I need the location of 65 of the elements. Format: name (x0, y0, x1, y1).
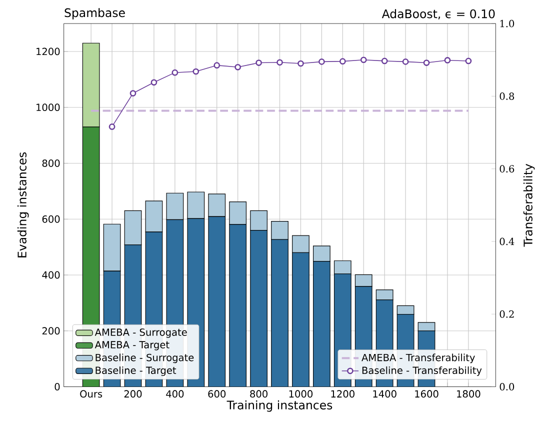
y2-tick-label: 0.4 (500, 238, 514, 246)
legend-label: Baseline - Transferability (362, 366, 482, 376)
x-tick-label: 1200 (331, 390, 354, 398)
point (444, 57, 451, 64)
bar (292, 235, 310, 253)
legend-label: AMEBA - Transferability (362, 354, 475, 364)
bar (376, 290, 394, 300)
point (402, 58, 409, 65)
bar (292, 252, 310, 387)
bar (208, 216, 226, 387)
y2-tick-label: 0.6 (500, 165, 514, 173)
x-tick-label: 1600 (415, 390, 438, 398)
bar (334, 260, 352, 274)
point (339, 58, 346, 65)
point (130, 90, 136, 97)
x-tick-label: 1000 (289, 390, 313, 398)
point (423, 60, 430, 66)
y-tick-label: 600 (42, 215, 60, 223)
y2-tick-label: 0.8 (500, 92, 514, 100)
point (150, 79, 158, 86)
bar (271, 240, 288, 387)
bar (250, 230, 268, 387)
point (298, 60, 304, 67)
point (465, 58, 472, 64)
y2-tick-label: 1.0 (500, 20, 514, 28)
legend-label: AMEBA - Surrogate (94, 328, 187, 338)
legend-label: AMEBA - Target (94, 341, 170, 350)
x-tick-label: Ours (80, 390, 102, 398)
point (256, 60, 262, 66)
y2-tick-label: 0.2 (500, 310, 514, 318)
point (234, 64, 242, 70)
bar (271, 221, 288, 240)
y-tick-label: 1000 (36, 104, 60, 112)
chart-subtitle: AdaBoost, ϵ = 0.10 (382, 9, 495, 20)
legend-label: Baseline - Target (96, 366, 176, 376)
bar (396, 305, 414, 315)
x-tick-label: 800 (250, 390, 268, 398)
y-tick-label: 1200 (36, 48, 60, 56)
point (276, 59, 283, 66)
point (192, 68, 200, 75)
x-tick-label: 600 (208, 390, 226, 398)
y-axis-title: Evading instances (17, 152, 29, 258)
y-tick-label: 200 (42, 327, 60, 335)
bar (313, 246, 330, 262)
x-tick-label: 1400 (373, 390, 396, 398)
bar (354, 274, 372, 287)
chart-title: Spambase (64, 8, 125, 20)
y-tick-label: 400 (42, 271, 60, 279)
legend-label: Baseline - Surrogate (96, 354, 194, 364)
x-axis-title: Training instances (226, 400, 332, 412)
point (108, 124, 116, 130)
y-tick-label: 800 (42, 160, 60, 167)
y2-axis-title: Transferability (523, 164, 535, 247)
y-tick-label: 0 (54, 383, 60, 390)
y2-tick-label: 0.0 (500, 383, 514, 390)
x-tick-label: 400 (166, 390, 184, 398)
point (172, 69, 178, 76)
x-tick-label: 1800 (457, 390, 480, 398)
point (318, 58, 325, 65)
point (381, 58, 388, 64)
point (214, 62, 220, 69)
bar (229, 224, 246, 387)
bar (313, 261, 330, 387)
x-tick-label: 200 (124, 390, 142, 398)
point (360, 56, 367, 64)
